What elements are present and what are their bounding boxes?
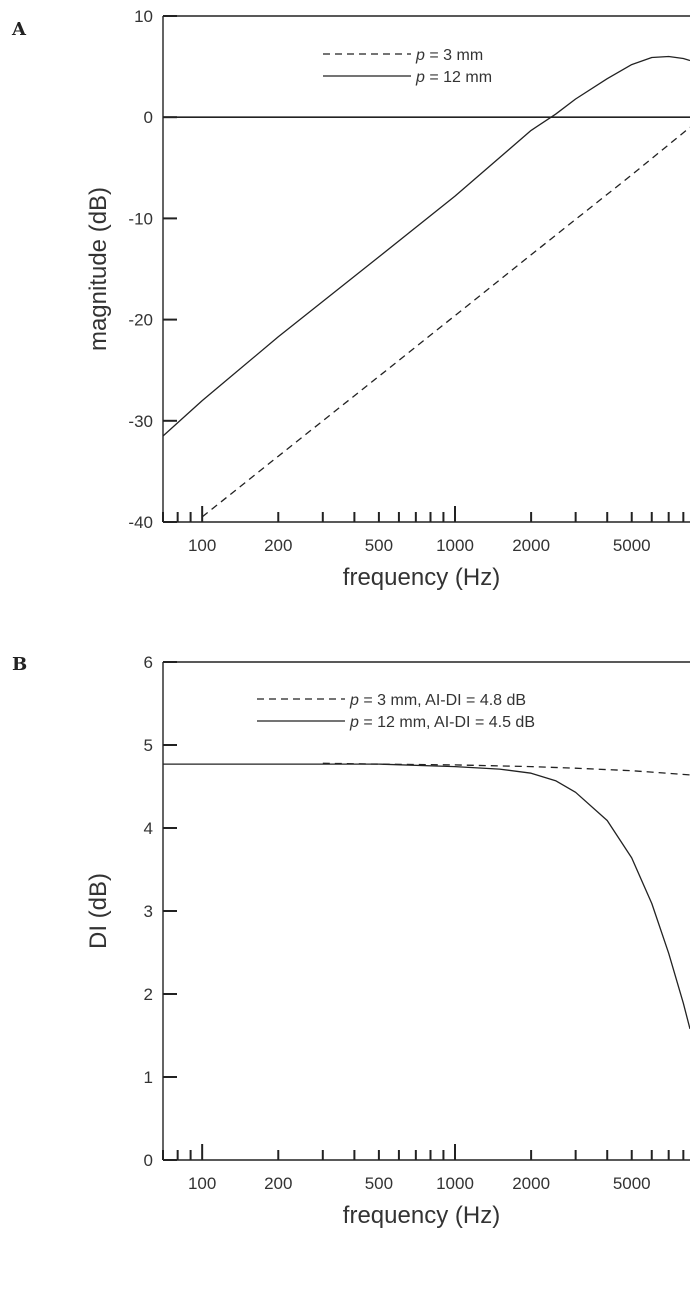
panel-a-y-tick-label: -10 — [128, 209, 153, 228]
panel-a-y-tick-label: 0 — [144, 108, 153, 127]
panel-b-legend-rest: = 3 mm, AI-DI = 4.8 dB — [359, 692, 526, 709]
panel-a: A -40 -30 -20 -10 0 10 100 200 500 1000 2000 5000 fr… — [11, 7, 690, 591]
panel-a-x-tick-label: 1000 — [436, 536, 474, 555]
panel-b-legend-var: p — [349, 692, 359, 709]
panel-b-legend-rest: = 12 mm, AI-DI = 4.5 dB — [359, 714, 535, 731]
panel-a-y-tick-label: 10 — [134, 7, 153, 26]
panel-b-y-tick-label: 0 — [144, 1151, 153, 1170]
panel-b-y-tick-label: 3 — [144, 902, 153, 921]
panel-a-series-line-solid — [163, 55, 690, 437]
panel-a-legend-var: p — [415, 47, 425, 64]
panel-a-legend-label: p = 12 mm — [415, 69, 492, 86]
panel-a-x-tick-label: 5000 — [613, 536, 651, 555]
panel-a-legend-var: p — [415, 69, 425, 86]
panel-a-legend-rest: = 3 mm — [425, 47, 483, 64]
panel-a-x-tick-label: 500 — [365, 536, 393, 555]
panel-a-y-tick-label: -30 — [128, 412, 153, 431]
panel-a-y-tick-label: -40 — [128, 513, 153, 532]
panel-b-legend-label: p = 12 mm, AI-DI = 4.5 dB — [349, 714, 535, 731]
panel-b-x-axis-label: frequency (Hz) — [343, 1202, 500, 1229]
panel-a-y-axis-label: magnitude (dB) — [85, 187, 112, 351]
panel-a-series-line-dashed — [201, 126, 690, 518]
panel-a-legend-rest: = 12 mm — [425, 69, 492, 86]
panel-a-x-axis-label: frequency (Hz) — [343, 564, 500, 591]
panel-a-x-tick-label: 200 — [264, 536, 292, 555]
panel-b-x-tick-label: 5000 — [613, 1174, 651, 1193]
panel-b-y-tick-label: 5 — [144, 736, 153, 755]
panel-b-y-tick-label: 1 — [144, 1068, 153, 1087]
panel-b-x-tick-label: 1000 — [436, 1174, 474, 1193]
panel-b-series-line-dashed — [322, 762, 690, 776]
panel-letter-a: A — [11, 19, 27, 40]
panel-b-legend-var: p — [349, 714, 359, 731]
panel-b-x-tick-label: 500 — [365, 1174, 393, 1193]
panel-b-y-axis-label: DI (dB) — [85, 873, 112, 949]
panel-b-x-tick-label: 100 — [188, 1174, 216, 1193]
panel-b-x-tick-label: 2000 — [512, 1174, 550, 1193]
panel-a-x-tick-label: 100 — [188, 536, 216, 555]
panel-b-y-tick-label: 6 — [144, 653, 153, 672]
panel-a-x-tick-label: 2000 — [512, 536, 550, 555]
panel-b-legend-label: p = 3 mm, AI-DI = 4.8 dB — [349, 692, 526, 709]
panel-b-y-tick-label: 2 — [144, 985, 153, 1004]
panel-a-legend-label: p = 3 mm — [415, 47, 483, 64]
panel-b: B 0 1 2 3 4 5 6 100 200 500 1000 2000 5000 frequency … — [12, 653, 690, 1229]
panel-b-x-tick-label: 200 — [264, 1174, 292, 1193]
panel-b-series-line-solid — [163, 763, 690, 1030]
panel-b-y-tick-label: 4 — [144, 819, 153, 838]
panel-a-y-tick-label: -20 — [128, 311, 153, 330]
panel-letter-b: B — [12, 654, 27, 675]
